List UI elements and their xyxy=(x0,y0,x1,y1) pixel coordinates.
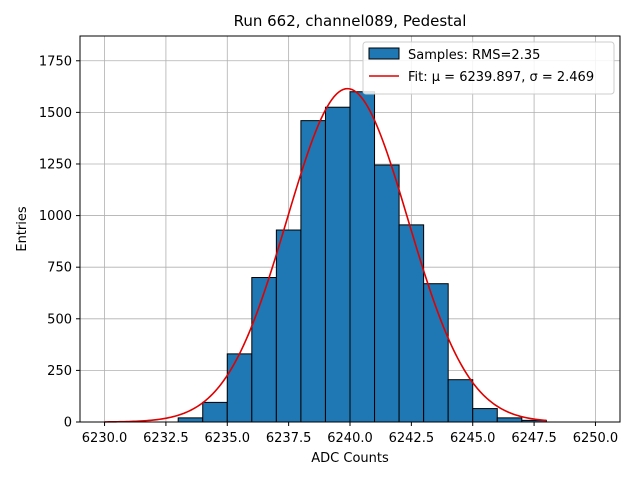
histogram-bar-9 xyxy=(398,224,425,423)
legend: Samples: RMS=2.35 Fit: μ = 6239.897, σ =… xyxy=(362,41,615,95)
x-tick-label-6: 6245.0 xyxy=(450,431,496,446)
y-axis-label: Entries xyxy=(15,206,30,252)
histogram-bar-12 xyxy=(472,408,498,423)
histogram-bar-7 xyxy=(349,91,376,423)
y-tick-label-5: 1250 xyxy=(39,157,72,172)
legend-box xyxy=(362,41,615,95)
x-tick-label-4: 6240.0 xyxy=(327,431,373,446)
x-axis-label: ADC Counts xyxy=(311,451,389,466)
x-tick-label-7: 6247.5 xyxy=(511,431,557,446)
histogram-bar-0 xyxy=(177,417,204,423)
histogram-bar-3 xyxy=(251,277,277,423)
x-tick-label-2: 6235.0 xyxy=(205,431,251,446)
y-tick-label-2: 500 xyxy=(47,312,72,327)
y-tick-label-3: 750 xyxy=(47,261,72,276)
legend-label-fit: Fit: μ = 6239.897, σ = 2.469 xyxy=(408,70,594,85)
y-axis-ticks: 0 250 500 750 1000 1250 1500 1750 xyxy=(39,54,80,431)
legend-label-fit-params: μ = 6239.897, σ = 2.469 xyxy=(432,70,594,85)
histogram-bar-11 xyxy=(447,379,474,423)
x-tick-label-5: 6242.5 xyxy=(389,431,435,446)
histogram-bar-4 xyxy=(275,229,302,423)
x-tick-label-1: 6232.5 xyxy=(143,431,189,446)
legend-label-samples: Samples: RMS=2.35 xyxy=(408,48,540,63)
histogram-bars xyxy=(177,91,547,423)
histogram-bar-8 xyxy=(374,164,400,423)
x-tick-label-8: 6250.0 xyxy=(573,431,619,446)
x-tick-label-3: 6237.5 xyxy=(266,431,312,446)
histogram-bar-6 xyxy=(324,106,351,423)
chart-title: Run 662, channel089, Pedestal xyxy=(234,12,467,30)
x-axis-ticks: 6230.0 6232.5 6235.0 6237.5 6240.0 6242.5 6245… xyxy=(82,422,618,446)
y-tick-label-7: 1750 xyxy=(39,54,72,69)
y-tick-label-1: 250 xyxy=(47,364,72,379)
fit-curve xyxy=(104,87,547,423)
y-tick-label-6: 1500 xyxy=(39,106,72,121)
histogram-bar-13 xyxy=(496,417,523,423)
y-tick-label-4: 1000 xyxy=(39,209,72,224)
y-tick-label-0: 0 xyxy=(64,416,72,431)
legend-label-fit-prefix: Fit: xyxy=(408,70,432,85)
x-tick-label-0: 6230.0 xyxy=(82,431,128,446)
histogram-bar-10 xyxy=(423,283,449,423)
histogram-bar-1 xyxy=(202,401,228,423)
histogram-bar-5 xyxy=(300,120,326,423)
histogram-bar-2 xyxy=(226,353,253,423)
legend-swatch-samples xyxy=(368,47,400,60)
